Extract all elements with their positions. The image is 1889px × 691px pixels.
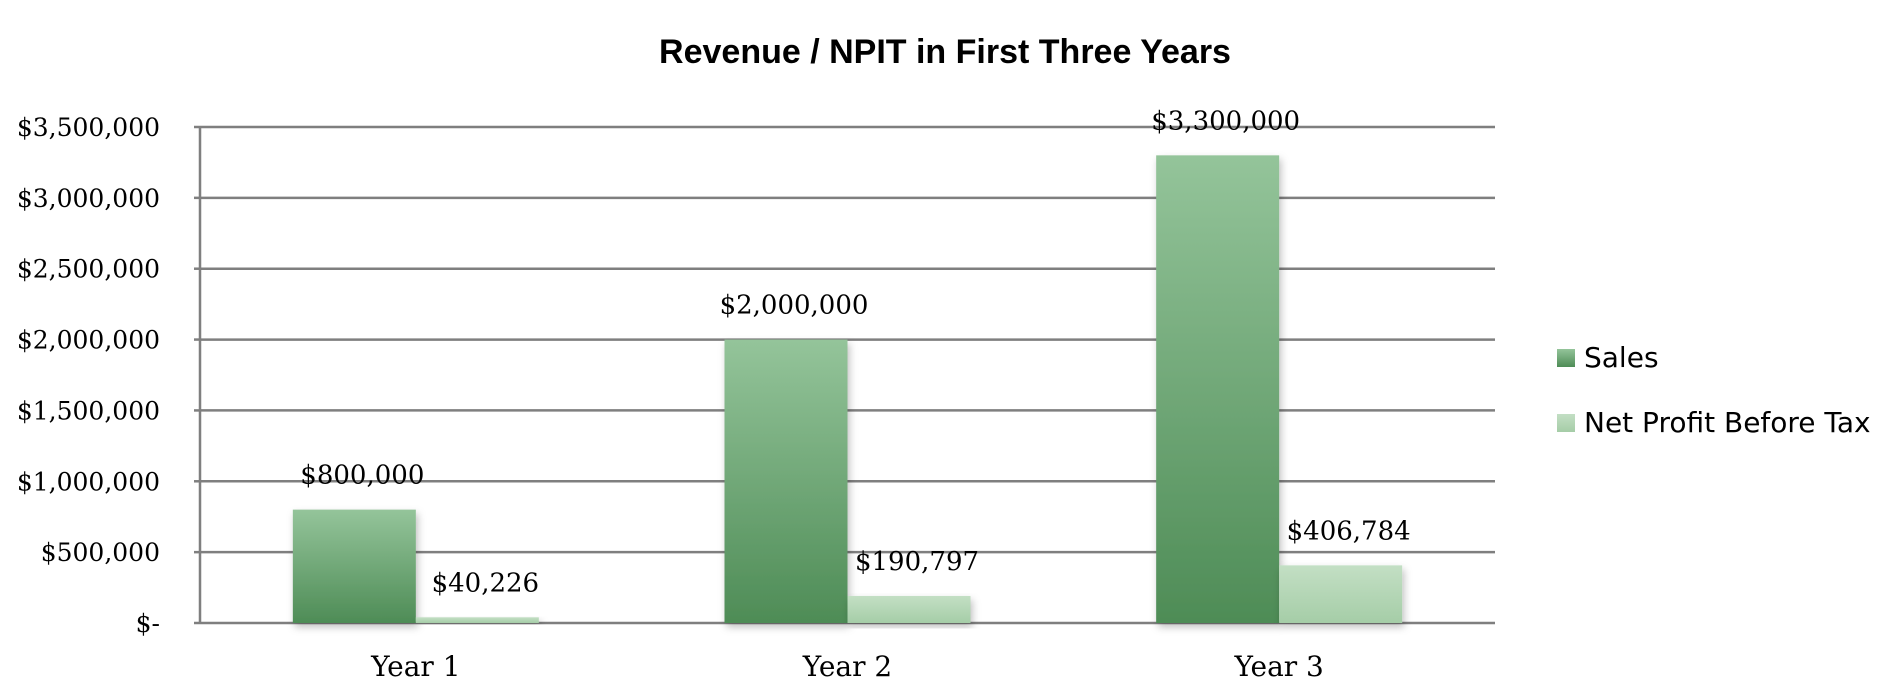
y-tick-label: $3,000,000 — [17, 184, 160, 213]
bars — [292, 155, 1403, 624]
bar-sales-3 — [1156, 155, 1280, 624]
data-label: $800,000 — [300, 461, 424, 491]
x-axis-ticks: Year 1 Year 2 Year 3 — [370, 650, 1324, 683]
bar-sales-2 — [724, 339, 848, 623]
chart-title: Revenue / NPIT in First Three Years — [659, 33, 1231, 71]
y-tick-label: $2,000,000 — [17, 326, 160, 355]
y-tick-label: $- — [136, 609, 160, 638]
data-label: $406,784 — [1287, 516, 1411, 546]
legend-swatch — [1557, 349, 1575, 367]
data-label: $2,000,000 — [720, 291, 869, 321]
y-tick-label: $1,000,000 — [17, 467, 160, 496]
bar-sales-1 — [292, 509, 416, 623]
legend-swatch — [1557, 414, 1575, 432]
y-tick-label: $3,500,000 — [17, 113, 160, 142]
legend: Sales Net Profit Before Tax — [1557, 341, 1871, 439]
x-tick-label: Year 2 — [802, 650, 892, 683]
data-labels: $800,000 $40,226 $2,000,000 $190,797 $3,300,… — [300, 106, 1410, 598]
legend-label: Sales — [1584, 341, 1659, 374]
y-tick-label: $500,000 — [41, 538, 160, 567]
data-label: $190,797 — [855, 547, 979, 577]
x-tick-label: Year 3 — [1233, 650, 1323, 683]
bar-npbt-2 — [847, 595, 971, 623]
data-label: $3,300,000 — [1151, 106, 1300, 136]
bar-npbt-1 — [415, 617, 539, 623]
y-tick-label: $1,500,000 — [17, 396, 160, 425]
data-label: $40,226 — [432, 568, 540, 598]
y-axis-ticks: $- $500,000 $1,000,000 $1,500,000 $2,000,000… — [17, 113, 160, 638]
bar-npbt-3 — [1279, 565, 1403, 623]
legend-label: Net Profit Before Tax — [1584, 406, 1871, 439]
x-tick-label: Year 1 — [370, 650, 460, 683]
y-tick-label: $2,500,000 — [17, 255, 160, 284]
